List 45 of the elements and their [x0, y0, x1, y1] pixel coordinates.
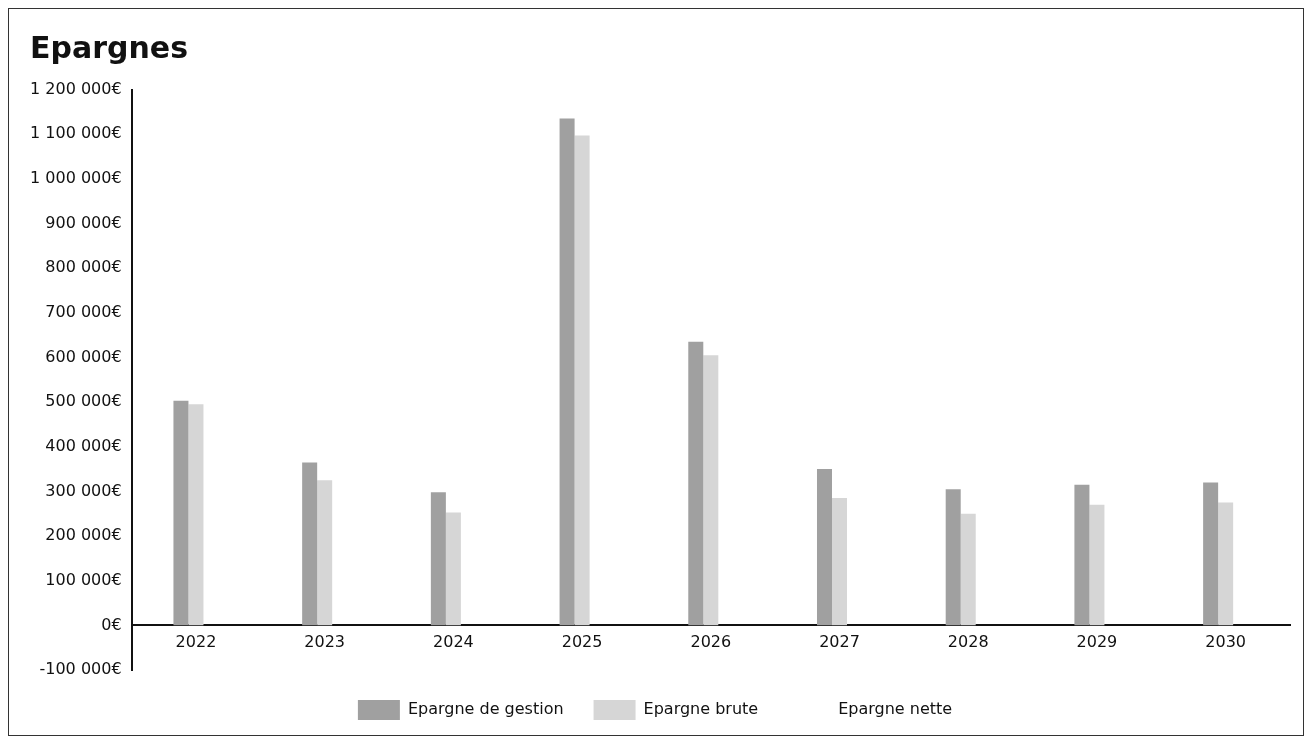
- y-tick-label: 1 100 000€: [30, 123, 122, 143]
- legend-label: Epargne de gestion: [407, 699, 564, 719]
- bar: [574, 135, 590, 626]
- bar: [703, 355, 719, 626]
- bar: [430, 492, 446, 626]
- x-tick-label: 2030: [1205, 632, 1246, 652]
- x-tick-label: 2028: [947, 632, 989, 652]
- y-tick-label: 400 000€: [45, 435, 122, 455]
- bar: [960, 513, 976, 626]
- y-tick-label: 200 000€: [45, 525, 122, 545]
- x-tick-label: 2025: [561, 632, 603, 652]
- bar: [188, 404, 204, 626]
- x-tick-label: 2026: [690, 632, 732, 652]
- bar: [1218, 502, 1234, 626]
- y-tick-label: 100 000€: [45, 569, 122, 589]
- chart-title: Epargnes: [30, 30, 189, 65]
- y-tick-label: 0€: [101, 614, 122, 634]
- x-tick-label: 2022: [175, 632, 217, 652]
- y-tick-label: 600 000€: [45, 346, 122, 366]
- y-tick-label: 500 000€: [45, 391, 122, 411]
- bar: [1203, 482, 1219, 626]
- y-tick-label: 300 000€: [45, 480, 122, 500]
- y-tick-label: 900 000€: [45, 212, 122, 232]
- bar: [1089, 504, 1105, 626]
- bar: [559, 118, 575, 626]
- x-tick-label: 2023: [304, 632, 346, 652]
- x-tick-label: 2027: [819, 632, 860, 652]
- text: Epargne nette: [838, 699, 953, 719]
- bar: [445, 512, 461, 626]
- y-tick-label: 800 000€: [45, 257, 122, 277]
- y-tick-label: 700 000€: [45, 301, 122, 321]
- bar: [816, 469, 833, 626]
- bar: [317, 480, 333, 626]
- y-tick-label: 1 200 000€: [30, 78, 122, 98]
- y-tick-label: -100 000€: [39, 659, 122, 679]
- legend-label: Epargne brute: [643, 699, 759, 719]
- bar: [832, 498, 848, 626]
- bar: [173, 400, 189, 626]
- bar: [688, 341, 704, 626]
- bar: [1074, 484, 1090, 626]
- bar: [302, 462, 318, 626]
- x-tick-label: 2024: [433, 632, 474, 652]
- bar: [945, 489, 961, 626]
- x-tick-label: 2029: [1076, 632, 1118, 652]
- y-tick-label: 1 000 000€: [30, 168, 122, 188]
